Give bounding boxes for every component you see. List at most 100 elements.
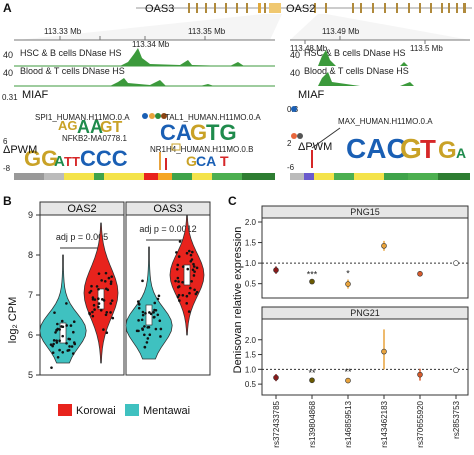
data-point (146, 337, 150, 340)
svg-text:A: A (54, 153, 65, 170)
coordinate-axis-right: 113.49 Mb 113.48 Mb 113.5 Mb (290, 27, 470, 53)
data-point (177, 280, 180, 283)
motif-spi1-label: SPI1_HUMAN.H11MO.0.A (35, 113, 130, 122)
box-median (183, 264, 191, 286)
data-point (191, 250, 194, 254)
ytick-label: 9 (28, 210, 33, 220)
violin-oas2-mentawai (39, 254, 87, 364)
legend-korowai-swatch (58, 404, 72, 416)
data-point (54, 331, 57, 334)
data-point (109, 302, 113, 305)
data-point (154, 327, 158, 331)
ytick-label: 2.0 (245, 218, 257, 227)
data-point (102, 299, 106, 302)
data-point (143, 345, 147, 349)
data-point (91, 296, 95, 299)
data-point (58, 348, 61, 352)
data-point (176, 285, 180, 289)
point-rs372433785 (273, 267, 279, 273)
points-oas3 (135, 240, 199, 349)
ytick-label: 1.0 (245, 365, 257, 374)
motif-logos: SPI1_HUMAN.H11MO.0.A TAL1_HUMAN.H11MO.0.… (24, 113, 466, 171)
panel-a-label: A (3, 1, 12, 15)
coord-label-2: 113.34 Mb (132, 40, 170, 49)
box-median (145, 304, 153, 326)
gene-map: OAS3 OAS2 (18, 3, 472, 40)
point-rs146859513 (345, 281, 351, 287)
data-point (60, 319, 64, 323)
miaf-track: MIAF 0.31 MIAF 0.3 (2, 89, 325, 139)
data-point (141, 328, 145, 331)
data-point (109, 282, 113, 286)
data-point (73, 342, 77, 346)
svg-text:CA: CA (160, 120, 192, 145)
data-point (56, 322, 59, 326)
data-point (195, 290, 199, 294)
data-point (65, 341, 68, 345)
svg-text:T: T (420, 134, 436, 164)
panel-a: A OAS3 OAS2 (2, 1, 472, 180)
panel-b: B log₂ CPM 5 6 7 8 9 OAS2 adj p = 0.005 OAS3… (3, 194, 211, 417)
data-point (187, 310, 191, 313)
point-rs143462183 (381, 348, 387, 355)
data-point (178, 299, 181, 302)
data-point (146, 326, 150, 329)
svg-text:G: G (190, 120, 207, 145)
coord-label-3: 113.35 Mb (188, 27, 226, 36)
data-point (136, 300, 140, 303)
data-point (105, 310, 109, 314)
delta-pwm-label: ΔPWM (3, 144, 37, 156)
facet-oas2: OAS2 adj p = 0.005 (39, 201, 125, 376)
svg-text:CA: CA (196, 153, 216, 169)
data-point (99, 309, 103, 312)
data-point (190, 279, 193, 283)
panel-c-x-axis: rs372433785 rs139804868 rs146859513 rs14346… (272, 395, 461, 448)
data-point (67, 337, 70, 341)
data-point (137, 329, 140, 333)
gene-oas3-label: OAS3 (145, 3, 174, 15)
data-point (109, 311, 112, 314)
data-point (188, 286, 192, 290)
data-point (152, 311, 155, 314)
data-point (97, 287, 100, 291)
chromatin-strip-left (14, 173, 275, 180)
png15-plot: 0.51.01.52.0*** * (245, 218, 468, 289)
svg-text:AA: AA (77, 117, 103, 137)
data-point (70, 345, 74, 348)
data-point (90, 284, 93, 288)
data-point (71, 352, 75, 355)
ytick-label: 0.5 (245, 380, 257, 389)
dnase-track-2: 40 Blood & T cells DNase HS 40 Blood & T… (3, 66, 470, 87)
data-point (185, 294, 189, 298)
data-point (185, 251, 189, 255)
data-point (144, 311, 147, 315)
ytick-label: 7 (28, 290, 33, 300)
pwm-right-top: 2 (287, 139, 292, 148)
data-point (105, 287, 108, 291)
delta-pwm-track: ΔPWM 6 -8 ΔPWM 2 -6 (3, 127, 341, 173)
data-point (141, 279, 144, 283)
data-point (105, 331, 109, 335)
data-point (174, 279, 177, 283)
data-point (50, 366, 53, 369)
snp-label: rs139804868 (308, 400, 317, 447)
subplot-png21: PNG21 0.5 1.0 1.5 2.0 ** ** (245, 306, 469, 396)
data-point (192, 262, 195, 266)
svg-text:G: G (186, 153, 197, 169)
data-point (148, 333, 152, 337)
miaf-label: MIAF (22, 89, 49, 101)
data-point (95, 285, 99, 288)
panel-b-label: B (3, 194, 12, 208)
data-point (158, 319, 162, 323)
track1-label: HSC & B cells DNase HS (20, 48, 122, 58)
data-point (102, 328, 105, 331)
data-point (65, 324, 68, 327)
data-point (68, 345, 71, 348)
data-point (175, 267, 179, 271)
snp-label: rs143462183 (380, 400, 389, 447)
data-point (181, 294, 185, 297)
data-point (110, 275, 114, 278)
panel-b-legend: Korowai Mentawai (58, 404, 190, 417)
data-point (55, 329, 58, 332)
data-point (141, 310, 145, 314)
